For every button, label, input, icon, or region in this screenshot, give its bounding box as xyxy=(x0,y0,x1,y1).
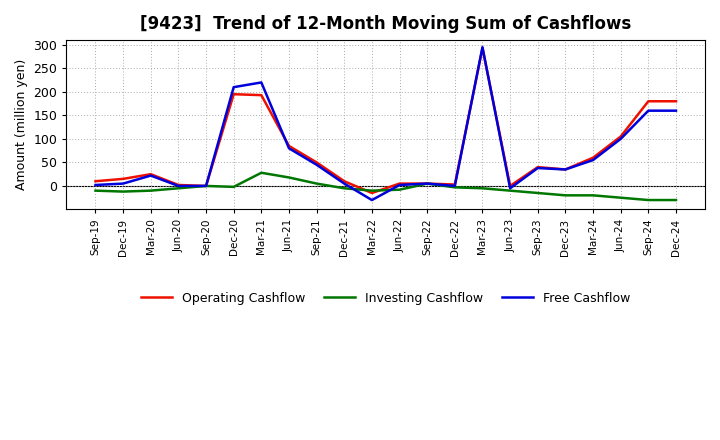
Free Cashflow xyxy=(174,183,183,189)
Operating Cashflow xyxy=(230,92,238,97)
Investing Cashflow xyxy=(202,183,210,189)
Free Cashflow xyxy=(506,186,515,191)
Investing Cashflow xyxy=(284,175,293,180)
Operating Cashflow xyxy=(672,99,680,104)
Operating Cashflow xyxy=(174,182,183,187)
Investing Cashflow xyxy=(451,185,459,190)
Investing Cashflow xyxy=(672,198,680,203)
Operating Cashflow xyxy=(340,179,348,184)
Investing Cashflow xyxy=(257,170,266,176)
Free Cashflow xyxy=(146,173,155,178)
Title: [9423]  Trend of 12-Month Moving Sum of Cashflows: [9423] Trend of 12-Month Moving Sum of C… xyxy=(140,15,631,33)
Free Cashflow xyxy=(423,181,431,186)
Line: Operating Cashflow: Operating Cashflow xyxy=(96,48,676,193)
Operating Cashflow xyxy=(589,155,598,160)
Investing Cashflow xyxy=(230,184,238,190)
Investing Cashflow xyxy=(534,191,542,196)
Free Cashflow xyxy=(616,136,625,142)
Free Cashflow xyxy=(284,146,293,151)
Investing Cashflow xyxy=(561,193,570,198)
Investing Cashflow xyxy=(644,198,652,203)
Operating Cashflow xyxy=(119,176,127,182)
Free Cashflow xyxy=(230,84,238,90)
Free Cashflow xyxy=(340,181,348,186)
Free Cashflow xyxy=(644,108,652,114)
Operating Cashflow xyxy=(395,181,404,186)
Operating Cashflow xyxy=(644,99,652,104)
Free Cashflow xyxy=(119,181,127,186)
Free Cashflow xyxy=(257,80,266,85)
Free Cashflow xyxy=(561,167,570,172)
Operating Cashflow xyxy=(91,179,100,184)
Free Cashflow xyxy=(589,158,598,163)
Investing Cashflow xyxy=(478,186,487,191)
Operating Cashflow xyxy=(257,92,266,98)
Free Cashflow xyxy=(312,162,321,167)
Free Cashflow xyxy=(672,108,680,114)
Investing Cashflow xyxy=(119,189,127,194)
Operating Cashflow xyxy=(202,183,210,189)
Investing Cashflow xyxy=(616,195,625,200)
Y-axis label: Amount (million yen): Amount (million yen) xyxy=(15,59,28,191)
Operating Cashflow xyxy=(312,160,321,165)
Operating Cashflow xyxy=(146,172,155,177)
Investing Cashflow xyxy=(506,188,515,193)
Investing Cashflow xyxy=(589,193,598,198)
Operating Cashflow xyxy=(451,182,459,187)
Operating Cashflow xyxy=(368,191,377,196)
Operating Cashflow xyxy=(506,183,515,189)
Investing Cashflow xyxy=(174,186,183,191)
Investing Cashflow xyxy=(340,186,348,191)
Free Cashflow xyxy=(368,198,377,203)
Operating Cashflow xyxy=(534,165,542,170)
Line: Free Cashflow: Free Cashflow xyxy=(96,47,676,200)
Free Cashflow xyxy=(91,182,100,187)
Operating Cashflow xyxy=(561,167,570,172)
Free Cashflow xyxy=(478,44,487,50)
Free Cashflow xyxy=(451,183,459,189)
Investing Cashflow xyxy=(312,181,321,186)
Free Cashflow xyxy=(395,182,404,187)
Line: Investing Cashflow: Investing Cashflow xyxy=(96,173,676,200)
Free Cashflow xyxy=(202,183,210,189)
Operating Cashflow xyxy=(616,134,625,139)
Legend: Operating Cashflow, Investing Cashflow, Free Cashflow: Operating Cashflow, Investing Cashflow, … xyxy=(135,287,636,310)
Investing Cashflow xyxy=(395,187,404,192)
Investing Cashflow xyxy=(146,188,155,193)
Investing Cashflow xyxy=(423,181,431,186)
Operating Cashflow xyxy=(478,45,487,51)
Operating Cashflow xyxy=(423,181,431,186)
Investing Cashflow xyxy=(91,188,100,193)
Investing Cashflow xyxy=(368,188,377,193)
Operating Cashflow xyxy=(284,143,293,149)
Free Cashflow xyxy=(534,165,542,171)
